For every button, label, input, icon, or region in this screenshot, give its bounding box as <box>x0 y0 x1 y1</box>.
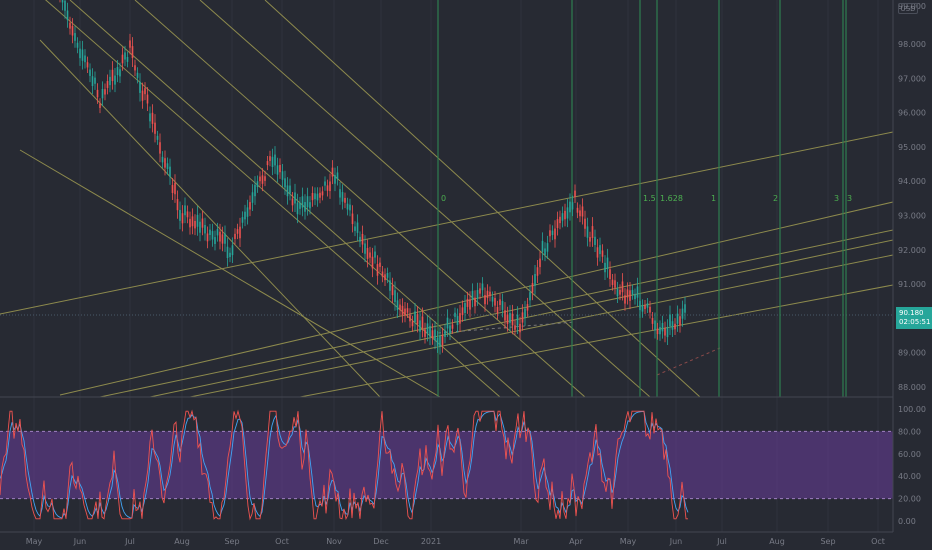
stochastic-pane <box>0 409 893 521</box>
price-axis[interactable]: 88.00089.00090.00091.00092.00093.00094.0… <box>898 2 926 392</box>
time-tick-label: Oct <box>871 537 885 546</box>
price-tick-label: 94.000 <box>898 177 926 186</box>
trend-line <box>99 229 894 398</box>
price-tick-label: 91.000 <box>898 280 926 289</box>
overbought-oversold-band <box>0 431 893 499</box>
time-tick-label: Nov <box>326 537 342 546</box>
currency-badge[interactable]: USD <box>898 3 918 14</box>
stoch-tick-label: 60.00 <box>898 450 921 459</box>
time-tick-label: Jul <box>124 537 135 546</box>
trend-line <box>19 149 441 398</box>
fib-zone-label: 1 <box>711 194 716 203</box>
fib-labels: 0 1.5 1.628 1 2 3 3 <box>441 194 852 203</box>
price-tick-label: 88.000 <box>898 383 926 392</box>
price-tick-label: 98.000 <box>898 40 926 49</box>
fib-zone-label: 1.5 <box>643 194 656 203</box>
dashed-trend-line <box>437 321 576 334</box>
stoch-tick-label: 40.00 <box>898 472 921 481</box>
time-tick-label: Sep <box>820 537 835 546</box>
fib-zone-label: 0 <box>441 194 446 203</box>
trend-line <box>0 131 894 315</box>
stoch-tick-label: 0.00 <box>898 517 916 526</box>
time-tick-label: Jun <box>73 537 87 546</box>
price-tick-label: 93.000 <box>898 212 926 221</box>
price-tick-label: 89.000 <box>898 349 926 358</box>
trend-line <box>189 254 894 398</box>
price-tick-label: 92.000 <box>898 246 926 255</box>
stoch-axis[interactable]: 0.00 20.00 40.00 60.00 80.00 100.00 <box>898 405 926 526</box>
time-tick-label: Apr <box>569 537 584 546</box>
time-tick-label: Sep <box>224 537 239 546</box>
time-tick-label: Mar <box>513 537 529 546</box>
last-price-tag: 90.180 02:05:51 <box>896 307 932 329</box>
trend-line <box>45 0 501 398</box>
time-tick-label: 2021 <box>421 537 441 546</box>
fib-zone-label: 3 <box>847 194 852 203</box>
price-tick-label: 95.000 <box>898 143 926 152</box>
price-candles <box>59 0 686 355</box>
time-axis[interactable]: May Jun Jul Aug Sep Oct Nov Dec 2021 Mar Apr May Jun… <box>26 537 885 546</box>
price-tick-label: 96.000 <box>898 109 926 118</box>
bar-countdown: 02:05:51 <box>899 318 931 326</box>
stoch-tick-label: 80.00 <box>898 427 921 436</box>
time-tick-label: May <box>620 537 637 546</box>
trend-line <box>39 39 381 398</box>
time-tick-label: Jul <box>716 537 727 546</box>
price-tick-label: 97.000 <box>898 74 926 83</box>
fib-zone-label: 1.628 <box>660 194 683 203</box>
trend-line <box>59 201 894 396</box>
trend-line <box>299 284 894 398</box>
stoch-tick-label: 100.00 <box>898 405 926 414</box>
trend-line <box>199 0 651 398</box>
last-price-value: 90.180 <box>899 309 924 317</box>
time-tick-label: Oct <box>275 537 289 546</box>
price-tick-label: 99.000 <box>898 2 926 11</box>
stoch-k-line <box>0 409 688 521</box>
time-tick-label: Aug <box>769 537 785 546</box>
fib-zone-label: 3 <box>834 194 839 203</box>
time-tick-label: Dec <box>373 537 388 546</box>
trend-line <box>264 0 701 398</box>
fib-zone-label: 2 <box>773 194 778 203</box>
time-tick-label: Aug <box>174 537 190 546</box>
stoch-tick-label: 20.00 <box>898 495 921 504</box>
trend-line <box>149 239 894 398</box>
time-tick-label: May <box>26 537 43 546</box>
time-tick-label: Jun <box>669 537 683 546</box>
